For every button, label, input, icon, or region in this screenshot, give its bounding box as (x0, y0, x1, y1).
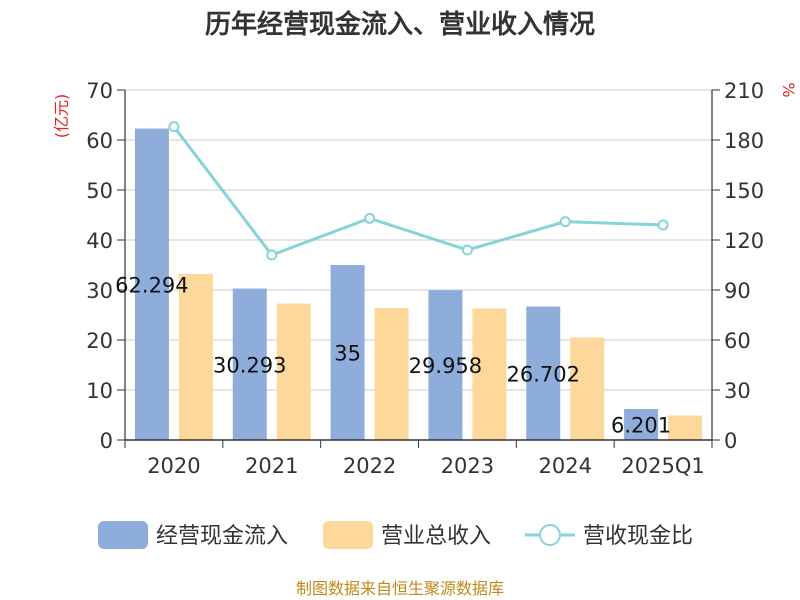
right-tick-label: 60 (724, 329, 751, 353)
legend-label: 营收现金比 (583, 524, 693, 549)
line-point (266, 249, 278, 261)
gridlines (125, 89, 712, 391)
data-labels: 62.294 30.293 35 29.958 26.702 6.201 (115, 273, 671, 437)
data-label: 62.294 (115, 273, 188, 297)
line-point (364, 212, 376, 224)
bar-cash-inflow (232, 288, 267, 440)
left-tick-label: 50 (86, 179, 113, 203)
right-tick-label: 150 (724, 179, 764, 203)
bar-revenue (668, 415, 703, 440)
left-tick-label: 70 (86, 79, 113, 103)
x-tick-label: 2020 (147, 454, 200, 478)
legend-label: 经营现金流入 (156, 524, 288, 549)
bar-cash-inflow (624, 409, 659, 440)
axes: 0 10 20 30 40 50 60 70 0 30 60 90 120 150 180 210 2020 20… (86, 79, 764, 478)
bar-revenue (276, 303, 311, 440)
left-tick-label: 40 (86, 229, 113, 253)
data-label: 29.958 (409, 354, 482, 378)
left-tick-label: 30 (86, 279, 113, 303)
legend-label: 营业总收入 (381, 524, 491, 549)
bar-series (134, 128, 703, 441)
left-tick-label: 60 (86, 129, 113, 153)
right-tick-label: 210 (724, 79, 764, 103)
line-cash-revenue-ratio (172, 125, 664, 257)
x-tick-label: 2023 (441, 454, 494, 478)
x-tick-label: 2022 (343, 454, 396, 478)
left-tick-label: 0 (100, 429, 113, 453)
right-tick-label: 0 (724, 429, 737, 453)
source-note: 制图数据来自恒生聚源数据库 (296, 579, 504, 598)
right-tick-label: 180 (724, 129, 764, 153)
right-axis-unit: % (779, 82, 798, 97)
line-series (168, 121, 669, 261)
data-label: 6.201 (611, 414, 671, 438)
line-point (461, 244, 473, 256)
line-point (168, 121, 180, 133)
data-label: 30.293 (213, 353, 286, 377)
bar-revenue (374, 308, 409, 440)
right-tick-label: 120 (724, 229, 764, 253)
legend: 经营现金流入 营业总收入 营收现金比 (98, 521, 693, 549)
right-tick-label: 90 (724, 279, 751, 303)
bar-cash-inflow (526, 306, 561, 440)
x-tick-label: 2024 (539, 454, 592, 478)
x-tick-label: 2021 (245, 454, 298, 478)
legend-swatch (98, 521, 148, 549)
line-point (657, 219, 669, 231)
data-label: 35 (334, 342, 361, 366)
bar-cash-inflow (330, 265, 365, 440)
right-tick-label: 30 (724, 379, 751, 403)
bar-cash-inflow (134, 128, 169, 441)
left-axis-unit: (亿元) (52, 94, 71, 139)
legend-swatch (323, 521, 373, 549)
left-tick-label: 10 (86, 379, 113, 403)
bar-revenue (472, 308, 507, 440)
x-tick-label: 2025Q1 (621, 454, 704, 478)
left-tick-label: 20 (86, 329, 113, 353)
chart-title: 历年经营现金流入、营业收入情况 (205, 9, 595, 40)
bar-revenue (178, 274, 213, 440)
bar-revenue (570, 337, 605, 440)
legend-marker (539, 524, 561, 546)
line-point (559, 216, 571, 228)
data-label: 26.702 (507, 362, 580, 386)
bar-cash-inflow (428, 290, 463, 440)
